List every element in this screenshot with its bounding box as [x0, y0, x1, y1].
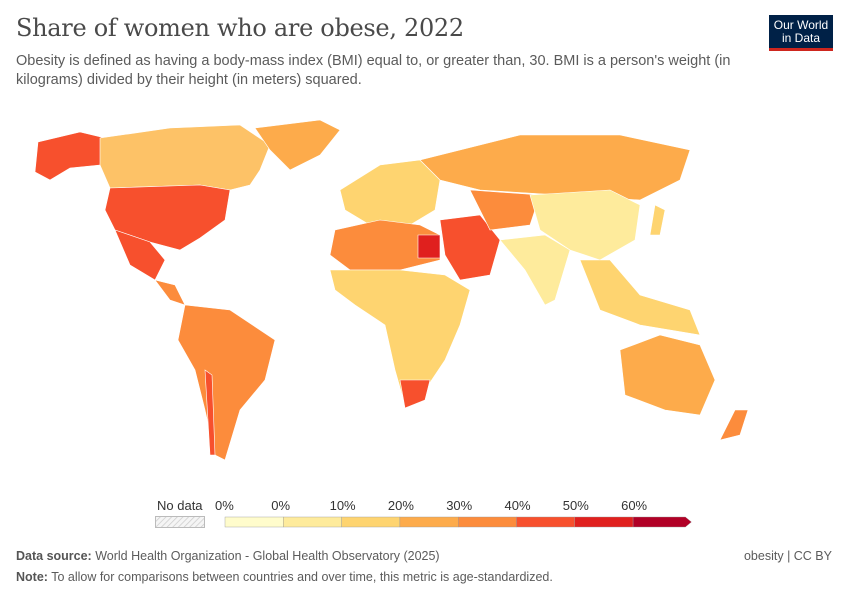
region-europe[interactable] — [339, 159, 441, 226]
legend-bins — [224, 516, 692, 528]
region-usa[interactable] — [104, 184, 231, 251]
region-central-america[interactable] — [154, 279, 186, 306]
region-egypt[interactable] — [417, 234, 441, 259]
region-greenland[interactable] — [254, 119, 341, 171]
region-south-asia[interactable] — [499, 234, 571, 306]
legend-bin[interactable] — [632, 516, 692, 528]
legend-bin[interactable] — [341, 516, 401, 528]
region-canada[interactable] — [99, 124, 271, 191]
region-russia[interactable] — [419, 134, 691, 201]
license-link[interactable]: obesity | CC BY — [743, 549, 832, 563]
no-data-swatch — [155, 516, 205, 528]
legend-tick-label: 0% — [215, 498, 234, 513]
region-north-africa[interactable] — [329, 219, 441, 271]
region-south-africa[interactable] — [399, 379, 431, 409]
region-australia[interactable] — [619, 334, 716, 416]
chart-subtitle: Obesity is defined as having a body-mass… — [16, 53, 731, 88]
region-chile[interactable] — [204, 369, 216, 456]
legend-bin[interactable] — [224, 516, 284, 528]
legend-tick-label: 50% — [562, 498, 589, 513]
region-central-asia[interactable] — [469, 189, 541, 231]
chart-title: Share of women who are obese, 2022 — [16, 14, 464, 42]
world-map — [34, 119, 749, 461]
legend-tick-label: 10% — [329, 498, 356, 513]
region-mexico[interactable] — [114, 229, 166, 281]
region-southeast-asia[interactable] — [579, 259, 701, 336]
legend-tick-label: 0% — [271, 498, 291, 513]
region-japan[interactable] — [649, 204, 666, 236]
legend-tick-label: 30% — [446, 498, 473, 513]
region-south-america[interactable] — [177, 304, 276, 461]
region-new-zealand[interactable] — [719, 409, 749, 441]
legend-bin[interactable] — [516, 516, 575, 528]
no-data-label: No data — [157, 498, 203, 513]
owid-logo[interactable]: Our World in Data — [769, 15, 833, 51]
legend-bin[interactable] — [574, 516, 634, 528]
legend-bin[interactable] — [399, 516, 459, 528]
region-china[interactable] — [529, 189, 641, 261]
region-subsaharan-africa[interactable] — [329, 269, 471, 406]
legend-tick-label: 20% — [387, 498, 414, 513]
note: Note: To allow for comparisons between c… — [16, 570, 553, 584]
legend-tick-label: 60% — [621, 498, 648, 513]
data-source: Data source: World Health Organization -… — [16, 549, 440, 563]
legend-bin[interactable] — [458, 516, 517, 528]
legend-bin[interactable] — [283, 516, 342, 528]
region-middle-east[interactable] — [439, 214, 501, 281]
region-alaska[interactable] — [34, 131, 106, 181]
legend-tick-label: 40% — [504, 498, 531, 513]
